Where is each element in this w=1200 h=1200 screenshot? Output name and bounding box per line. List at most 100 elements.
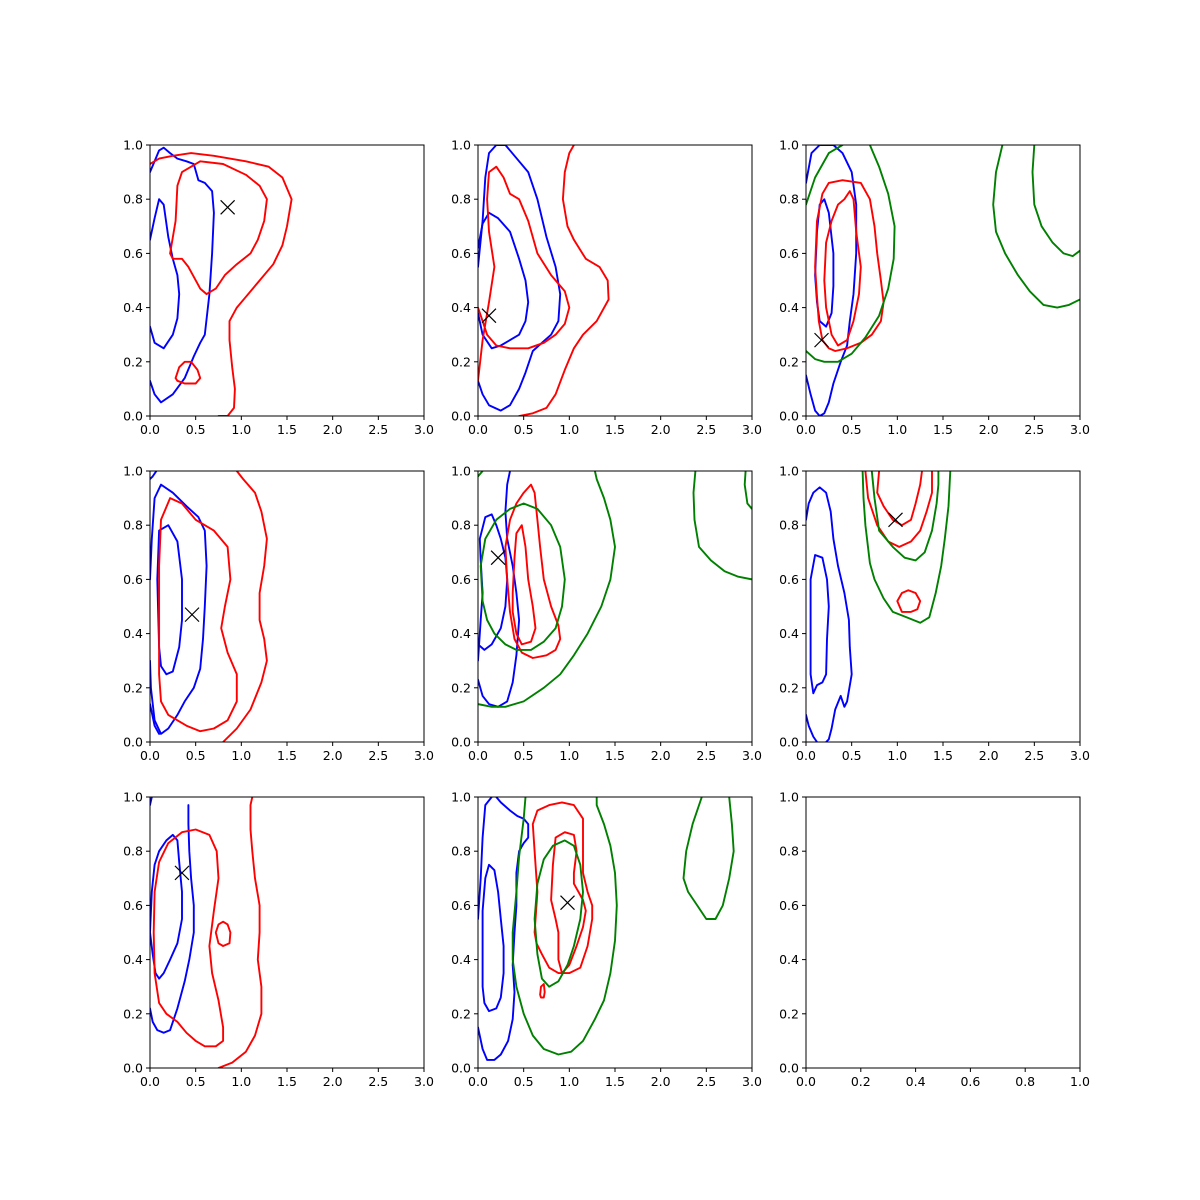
y-tick-label: 0.6 (451, 246, 471, 261)
y-tick-label: 0.6 (779, 246, 799, 261)
contour-group (478, 471, 752, 708)
blue-contour-line (478, 797, 493, 920)
red-contour-line (152, 828, 225, 1048)
subplot-1: 0.0 0.5 1.0 1.5 2.0 2.5 3.0 0.0 0.2 0.4 0.6 0.8 1.0 (123, 138, 434, 438)
red-contour-line (876, 471, 923, 527)
y-tick-label: 0.8 (451, 192, 471, 207)
blue-contour-line (150, 198, 181, 350)
contour-group (478, 797, 735, 1061)
red-contour-line (217, 797, 263, 1068)
y-tick-label: 0.2 (451, 680, 471, 695)
x-tick-label: 0.6 (960, 1074, 980, 1089)
axes-frame (805, 796, 1081, 1069)
x-tick-label: 2.5 (368, 748, 388, 763)
x-tick-label: 2.0 (651, 748, 671, 763)
red-contour-line (478, 165, 571, 382)
y-tick-label: 0.0 (123, 735, 143, 750)
green-contour-line (479, 502, 566, 651)
x-tick-label: 2.5 (696, 1074, 716, 1089)
x-tick-label: 0.5 (186, 1074, 206, 1089)
y-tick-label: 0.4 (779, 626, 799, 641)
x-tick-label: 0.0 (796, 748, 816, 763)
x-tick-label: 3.0 (414, 422, 434, 437)
blue-contour-line (150, 804, 195, 1034)
subplot-2: 0.0 0.5 1.0 1.5 2.0 2.5 3.0 0.0 0.2 0.4 0.6 0.8 1.0 (451, 138, 762, 438)
x-tick-label: 1.0 (887, 748, 907, 763)
y-tick-label: 0.8 (779, 192, 799, 207)
green-contour-line (806, 145, 896, 363)
green-contour-line (478, 471, 616, 708)
red-contour-line (539, 983, 546, 999)
x-tick-label: 0.0 (468, 422, 488, 437)
x-tick-label: 2.5 (1024, 748, 1044, 763)
x-tick-label: 3.0 (742, 748, 762, 763)
x-marker-stroke (184, 607, 200, 623)
y-tick-label: 0.4 (451, 952, 471, 967)
blue-contour-line (150, 146, 215, 404)
red-contour-line (150, 152, 293, 416)
blue-contour-line (478, 211, 530, 350)
y-tick-label: 1.0 (451, 138, 471, 153)
x-marker-stroke (481, 308, 497, 324)
x-tick-label: 1.0 (231, 422, 251, 437)
subplot-4: 0.0 0.5 1.0 1.5 2.0 2.5 3.0 0.0 0.2 0.4 0.6 0.8 1.0 (123, 464, 434, 764)
y-tick-label: 0.4 (451, 626, 471, 641)
x-tick-label: 0.0 (140, 422, 160, 437)
green-contour-line (533, 839, 584, 988)
green-contour-line (806, 145, 844, 206)
y-tick-label: 0.4 (451, 300, 471, 315)
subplot-9: 0.0 0.2 0.4 0.6 0.8 1.0 0.0 0.2 0.4 0.6 0.8 1.0 (779, 790, 1090, 1090)
red-contour-line (864, 471, 933, 548)
y-tick-label: 1.0 (779, 138, 799, 153)
x-marker-stroke (174, 865, 190, 881)
x-marker (814, 332, 829, 348)
x-tick-label: 1.5 (605, 748, 625, 763)
x-tick-label: 0.8 (1015, 1074, 1035, 1089)
subplot-8: 0.0 0.5 1.0 1.5 2.0 2.5 3.0 0.0 0.2 0.4 0.6 0.8 1.0 (451, 790, 762, 1090)
y-tick-label: 0.4 (779, 952, 799, 967)
red-contour-line (511, 524, 537, 646)
x-tick-label: 1.0 (559, 422, 579, 437)
y-tick-label: 0.2 (451, 1006, 471, 1021)
y-tick-label: 0.8 (779, 518, 799, 533)
x-tick-label: 1.5 (277, 748, 297, 763)
green-contour-line (861, 471, 952, 624)
y-tick-label: 0.2 (123, 680, 143, 695)
x-marker (184, 607, 200, 623)
x-tick-label: 1.5 (605, 422, 625, 437)
red-contour-line (518, 145, 610, 416)
subplot-7: 0.0 0.5 1.0 1.5 2.0 2.5 3.0 0.0 0.2 0.4 0.6 0.8 1.0 (123, 790, 434, 1090)
x-tick-label: 2.0 (651, 1074, 671, 1089)
x-tick-label: 1.0 (559, 1074, 579, 1089)
x-tick-label: 0.4 (906, 1074, 926, 1089)
red-contour-line (158, 497, 238, 733)
blue-contour-line (478, 797, 530, 1061)
x-tick-label: 2.0 (323, 748, 343, 763)
y-tick-label: 0.6 (123, 572, 143, 587)
y-tick-label: 0.0 (779, 1061, 799, 1076)
x-tick-label: 1.0 (231, 748, 251, 763)
x-tick-label: 1.0 (559, 748, 579, 763)
subplot-3: 0.0 0.5 1.0 1.5 2.0 2.5 3.0 0.0 0.2 0.4 0.6 0.8 1.0 (779, 138, 1090, 438)
y-tick-label: 0.6 (451, 898, 471, 913)
x-marker (481, 308, 497, 324)
x-tick-label: 0.5 (186, 422, 206, 437)
x-tick-label: 0.0 (468, 1074, 488, 1089)
x-marker (174, 865, 190, 881)
x-tick-label: 3.0 (1070, 748, 1090, 763)
blue-contour-line (809, 554, 830, 695)
x-marker (490, 550, 506, 566)
blue-contour-line (150, 703, 161, 735)
red-contour-line (214, 920, 232, 947)
y-tick-label: 0.0 (779, 735, 799, 750)
y-tick-label: 0.4 (779, 300, 799, 315)
y-tick-label: 0.0 (451, 409, 471, 424)
x-marker-stroke (220, 199, 236, 215)
contour-group (150, 146, 293, 416)
red-contour-line (222, 471, 268, 742)
y-tick-label: 0.6 (779, 572, 799, 587)
y-tick-label: 0.0 (779, 409, 799, 424)
x-tick-label: 1.0 (1070, 1074, 1090, 1089)
